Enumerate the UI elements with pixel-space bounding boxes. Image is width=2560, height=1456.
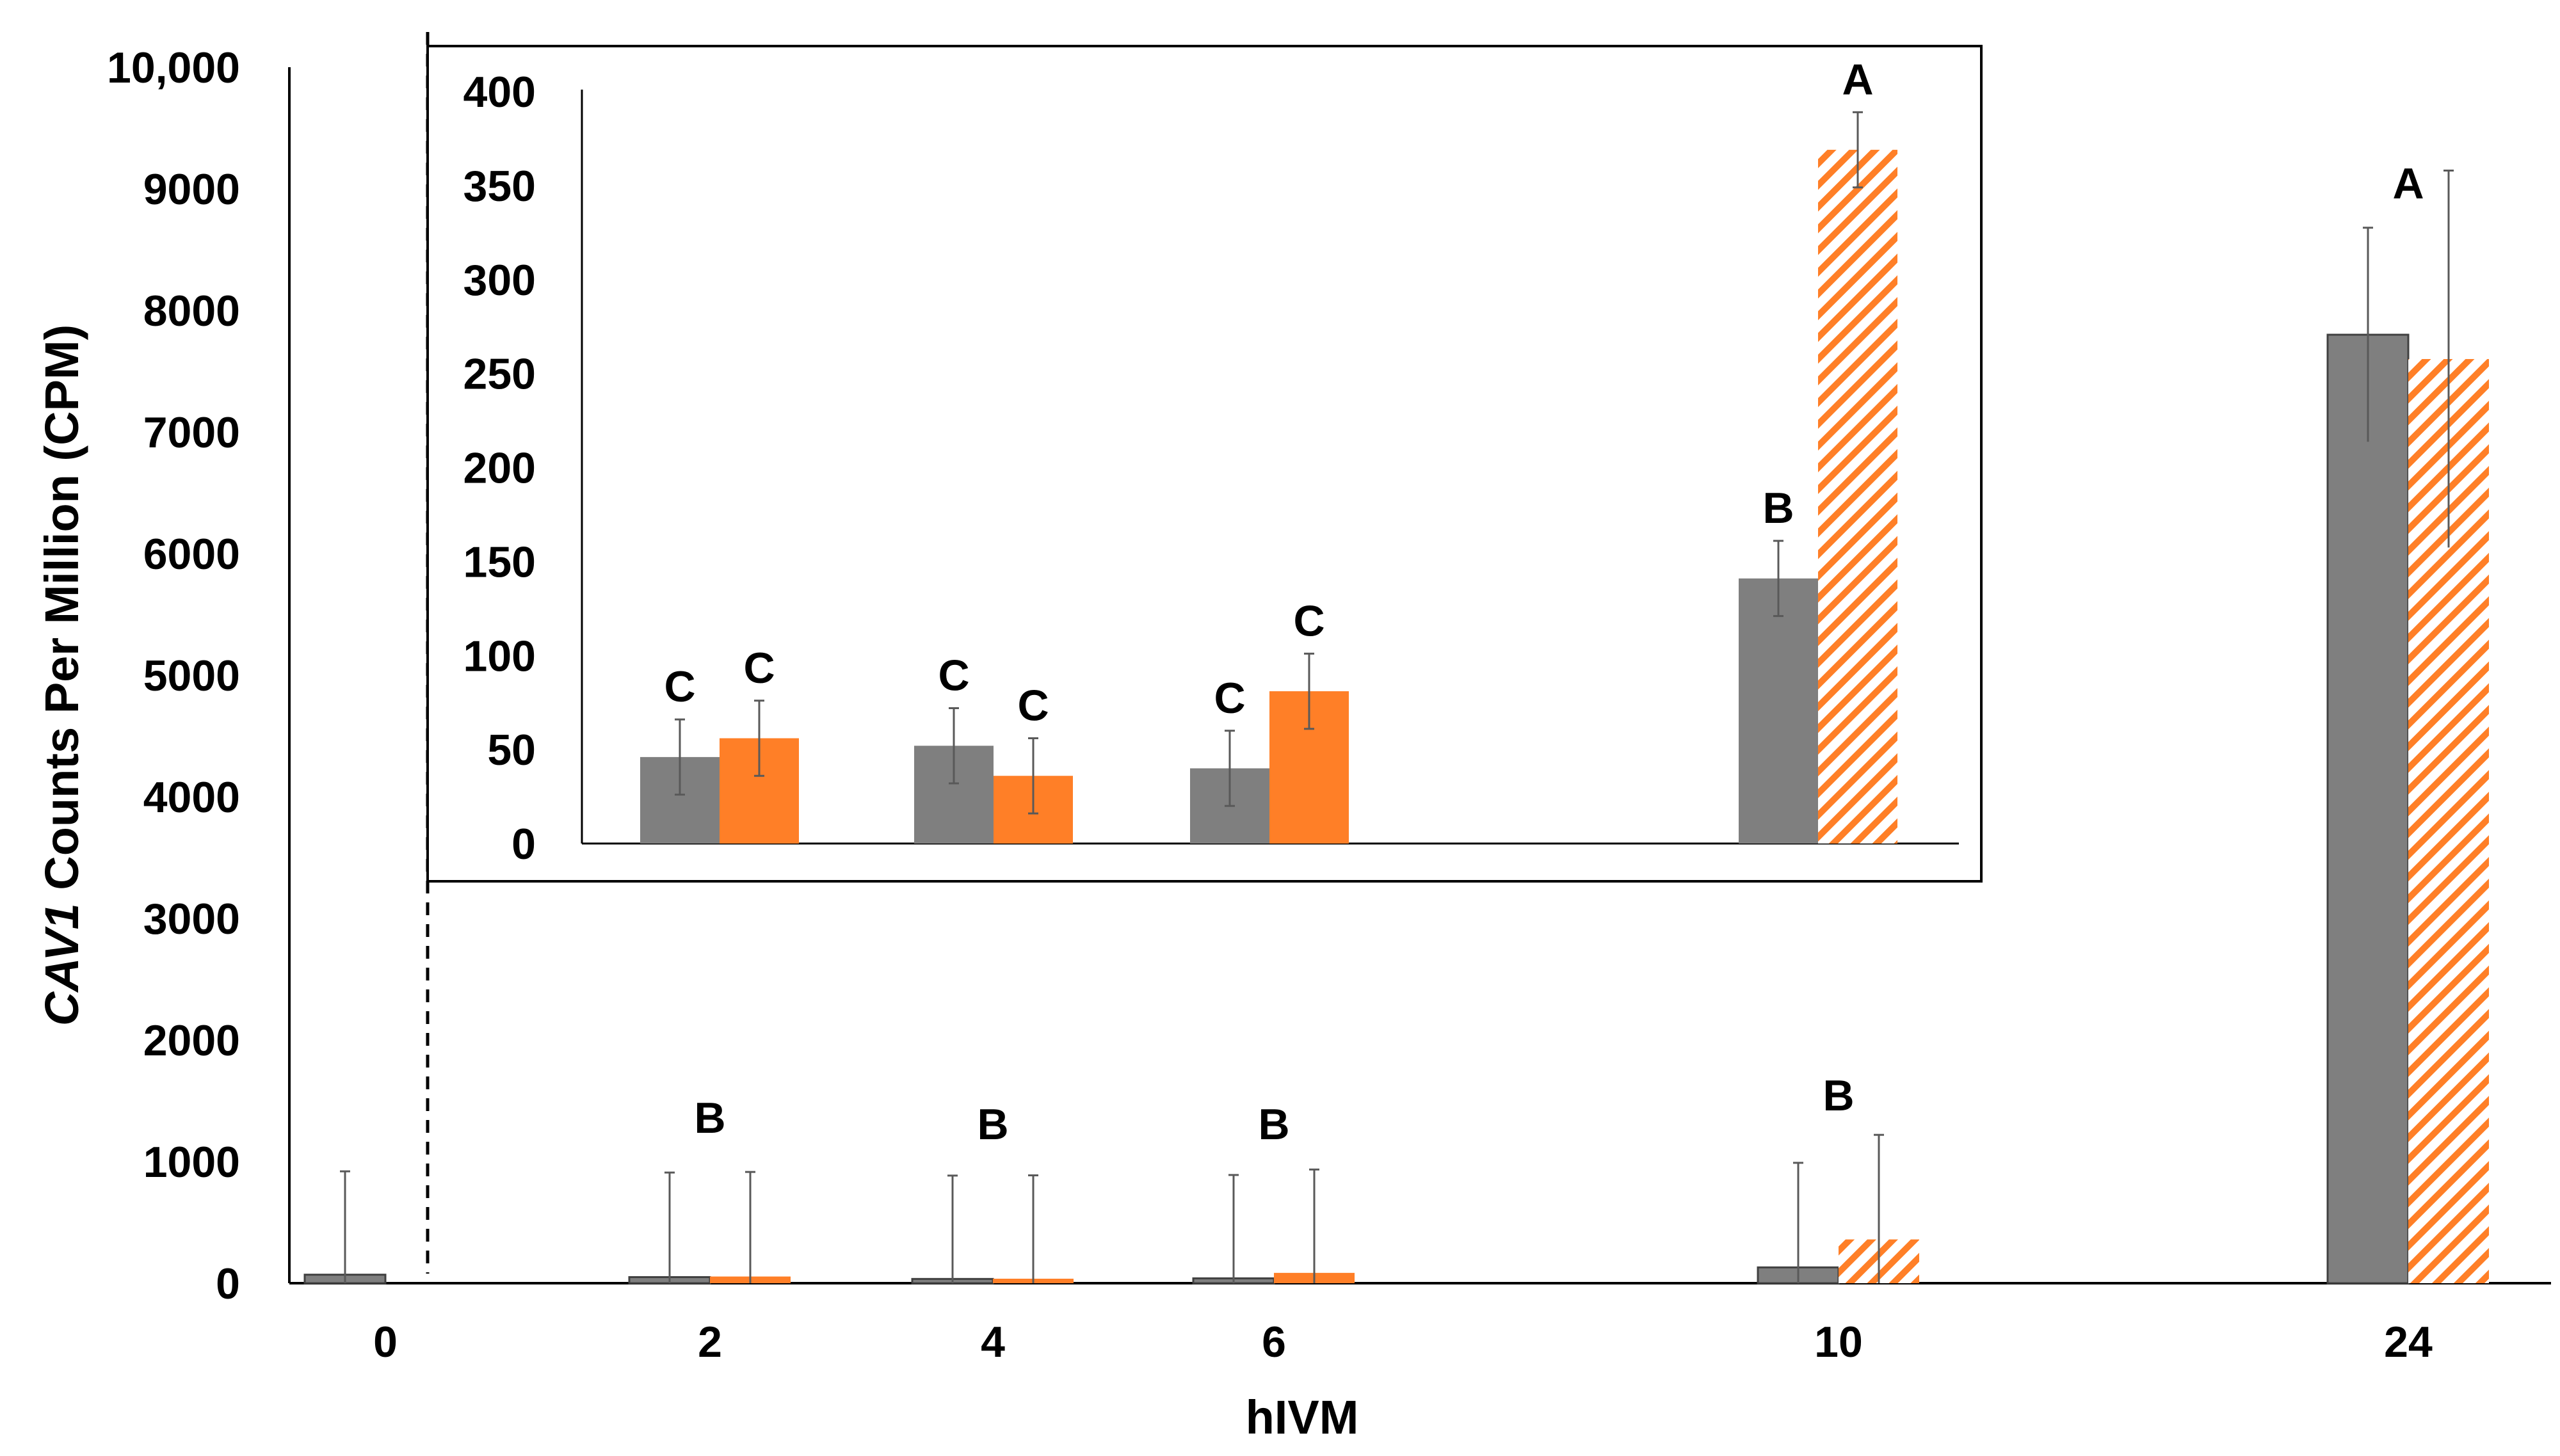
x-axis-title: hIVM — [1246, 1391, 1359, 1444]
main-y-tick-label: 3000 — [143, 895, 240, 943]
main-y-tick-label: 6000 — [143, 530, 240, 579]
main-x-tick-label: 2 — [698, 1318, 722, 1366]
main-significance-letters: B B B B A — [694, 159, 2424, 1149]
inset-bar-gray-10 — [1739, 578, 1818, 844]
main-letter: B — [694, 1094, 725, 1142]
main-error-bars — [340, 170, 2454, 1283]
inset-y-tick-label: 250 — [463, 350, 536, 399]
inset-y-tick-labels: 0 50 100 150 200 250 300 350 400 — [463, 68, 536, 868]
main-x-tick-label: 4 — [981, 1318, 1005, 1366]
inset-letter-gray: C — [938, 652, 969, 700]
inset-letter-gray: B — [1762, 484, 1794, 532]
inset-y-tick-label: 350 — [463, 162, 536, 211]
inset-letter-orange: C — [743, 644, 775, 692]
main-letter: B — [1258, 1100, 1289, 1149]
main-x-tick-label: 0 — [373, 1318, 398, 1366]
inset-y-tick-label: 200 — [463, 444, 536, 493]
main-letter: B — [977, 1100, 1008, 1149]
inset-letter-orange: A — [1842, 55, 1873, 104]
main-x-tick-labels: 0 2 4 6 10 24 — [373, 1318, 2433, 1366]
main-letter: A — [2392, 159, 2424, 208]
inset-error-bars — [675, 111, 1863, 815]
main-x-tick-label: 6 — [1262, 1318, 1286, 1366]
main-y-tick-label: 10,000 — [107, 44, 240, 92]
main-y-tick-label: 1000 — [143, 1138, 240, 1187]
main-y-tick-label: 0 — [216, 1260, 240, 1308]
main-y-tick-label: 7000 — [143, 408, 240, 457]
inset-letter-orange: C — [1017, 682, 1049, 730]
inset-frame — [426, 45, 1983, 883]
inset-y-tick-label: 50 — [487, 726, 536, 774]
inset-letter-orange: C — [1293, 596, 1324, 645]
main-y-tick-label: 2000 — [143, 1016, 240, 1065]
inset-letter-gray: C — [664, 662, 695, 711]
main-y-tick-label: 8000 — [143, 287, 240, 335]
main-letter: B — [1823, 1071, 1854, 1120]
inset-y-tick-label: 400 — [463, 68, 536, 116]
inset-y-tick-label: 150 — [463, 538, 536, 586]
inset-y-tick-label: 0 — [511, 820, 536, 868]
inset-bar-orange-10 — [1818, 150, 1897, 844]
inset-bars — [640, 150, 1897, 844]
main-x-tick-label: 10 — [1814, 1318, 1863, 1366]
inset-letter-gray: C — [1214, 674, 1245, 723]
main-bar-gray-24 — [2326, 333, 2410, 1284]
main-y-tick-label: 4000 — [143, 773, 240, 822]
main-y-tick-label: 9000 — [143, 165, 240, 214]
main-y-tick-label: 5000 — [143, 652, 240, 700]
inset-y-tick-label: 300 — [463, 256, 536, 305]
y-axis-title: CAV1 Counts Per Million (CPM) — [35, 324, 88, 1026]
main-y-tick-labels: 0 1000 2000 3000 4000 5000 6000 7000 8000 9000 10,… — [107, 44, 240, 1308]
inset-y-tick-label: 100 — [463, 632, 536, 680]
main-x-tick-label: 24 — [2384, 1318, 2433, 1366]
